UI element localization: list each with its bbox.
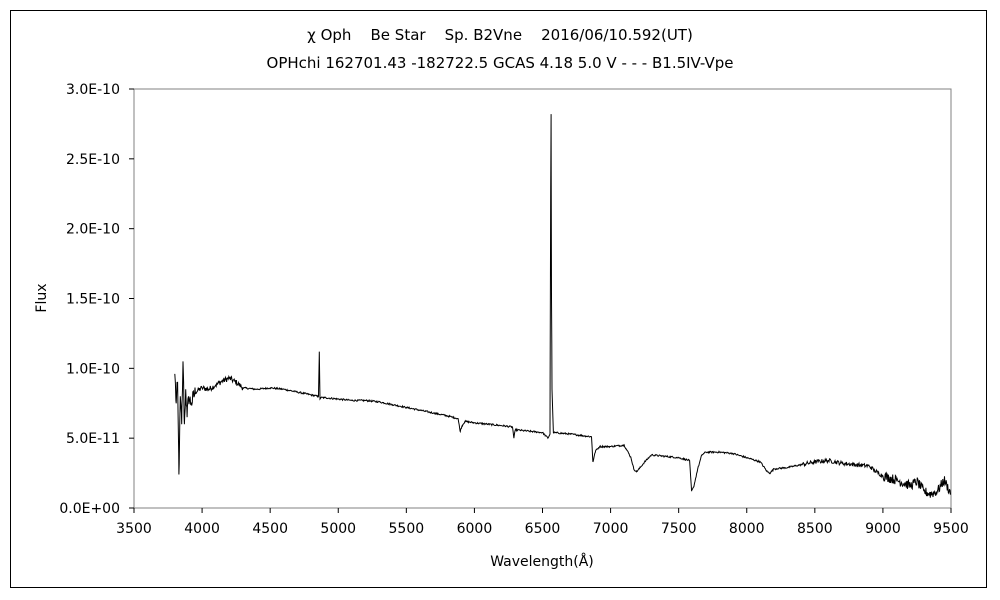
y-tick-label: 2.0E-10: [66, 222, 120, 238]
y-axis-title: Flux: [34, 283, 50, 312]
tick-group: 3500 4000 4500 5000 5500 6000 6500 7000 7500 8000…: [59, 82, 968, 537]
x-tick-label: 8500: [797, 521, 833, 537]
x-axis-title: Wavelength(Å): [490, 553, 594, 570]
x-tick-label: 5000: [320, 521, 356, 537]
x-tick-label: 7000: [593, 521, 629, 537]
x-tick-label: 8000: [729, 521, 765, 537]
y-tick-label: 2.5E-10: [66, 152, 120, 168]
y-tick-label: 0.0E+00: [59, 501, 120, 517]
y-tick-label: 5.0E-11: [66, 431, 120, 447]
x-tick-label: 7500: [661, 521, 697, 537]
chart-title: χ Oph Be Star Sp. B2Vne 2016/06/10.592(U…: [307, 26, 693, 44]
x-tick-label: 9500: [933, 521, 969, 537]
chart-subtitle: OPHchi 162701.43 -182722.5 GCAS 4.18 5.0…: [266, 54, 734, 72]
chart-frame: [10, 10, 987, 588]
x-tick-label: 9000: [865, 521, 901, 537]
x-tick-label: 5500: [389, 521, 425, 537]
y-tick-label: 1.0E-10: [66, 361, 120, 377]
y-tick-label: 1.5E-10: [66, 292, 120, 308]
y-tick-label: 3.0E-10: [66, 82, 120, 98]
spectrum-line: [174, 114, 952, 498]
x-tick-label: 3500: [116, 521, 152, 537]
x-tick-label: 6500: [525, 521, 561, 537]
x-tick-label: 4000: [184, 521, 220, 537]
x-tick-label: 4500: [252, 521, 288, 537]
x-tick-label: 6000: [457, 521, 493, 537]
plot-area: [133, 88, 952, 509]
